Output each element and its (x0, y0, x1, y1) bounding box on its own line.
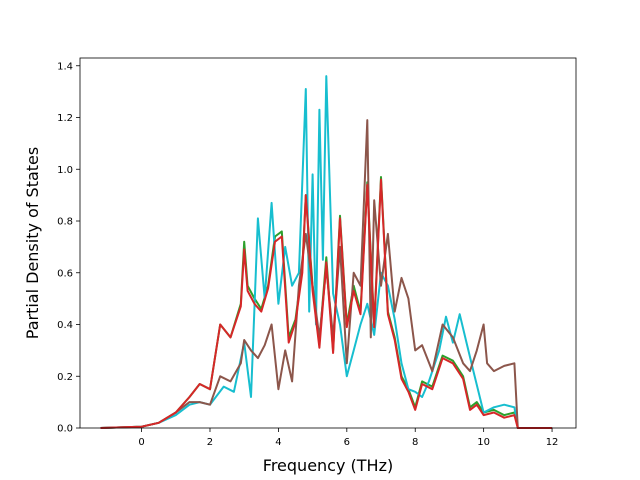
x-tick-label: 2 (207, 437, 213, 448)
y-tick-label: 1.4 (57, 61, 73, 72)
x-tick-label: 10 (477, 437, 490, 448)
y-tick-label: 1.0 (57, 165, 73, 176)
y-tick-label: 1.2 (57, 113, 73, 124)
y-tick-label: 0.6 (57, 268, 73, 279)
x-tick-label: 0 (138, 437, 144, 448)
x-tick-label: 12 (546, 437, 559, 448)
x-axis-ticks: 0 2 4 6 8 10 12 (138, 428, 558, 448)
series-line-3 (100, 119, 553, 429)
x-axis-title: Frequency (THz) (263, 456, 393, 475)
y-axis-title: Partial Density of States (23, 147, 42, 339)
y-tick-label: 0.8 (57, 217, 73, 228)
x-tick-label: 6 (344, 437, 350, 448)
x-tick-label: 4 (275, 437, 281, 448)
y-tick-label: 0.0 (57, 424, 73, 435)
y-axis-ticks: 0.0 0.2 0.4 0.6 0.8 1.0 1.2 1.4 (57, 61, 80, 435)
x-tick-label: 8 (412, 437, 418, 448)
plot-frame (79, 57, 577, 429)
y-tick-label: 0.4 (57, 320, 73, 331)
y-tick-label: 0.2 (57, 372, 73, 383)
series-line-4 (100, 178, 553, 429)
series-layer (100, 75, 553, 429)
